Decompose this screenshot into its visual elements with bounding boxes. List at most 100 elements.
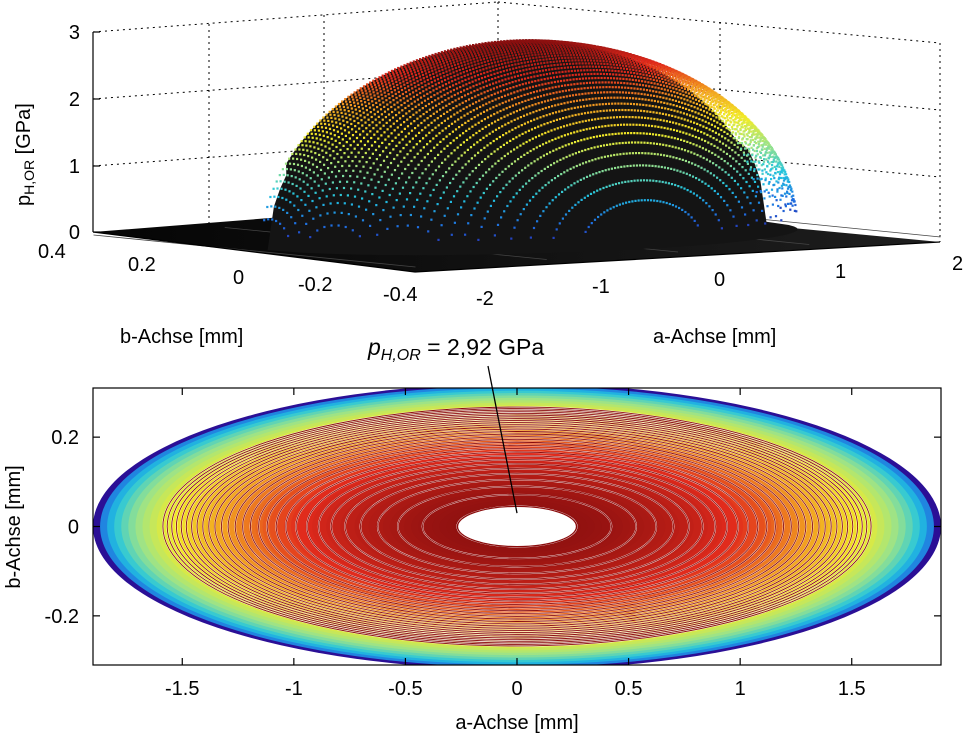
surface-point xyxy=(611,86,614,89)
surface-point xyxy=(484,52,487,55)
surface-point xyxy=(466,87,469,91)
surface-point xyxy=(518,108,522,111)
surface-point xyxy=(381,189,384,192)
surface-point xyxy=(583,105,586,108)
surface-point xyxy=(315,137,318,140)
surface-point xyxy=(367,118,370,121)
surface-point xyxy=(282,208,285,211)
surface-point xyxy=(489,49,492,52)
surface-point xyxy=(782,182,785,185)
surface-point xyxy=(636,72,639,75)
surface-point xyxy=(736,170,739,173)
surface-point xyxy=(720,227,723,230)
surface-point xyxy=(514,51,517,54)
surface-point xyxy=(699,85,702,88)
surface-point xyxy=(483,60,486,63)
surface-point xyxy=(368,90,371,93)
surface-point xyxy=(712,174,716,177)
surface-point xyxy=(545,206,548,209)
surface-point xyxy=(440,76,443,79)
surface-point xyxy=(538,48,542,51)
surface-point xyxy=(615,52,618,55)
surface-point xyxy=(428,131,431,134)
surface-point xyxy=(607,58,610,61)
surface-point xyxy=(387,93,390,96)
surface-point xyxy=(554,196,557,199)
surface-point xyxy=(763,158,766,161)
surface-point xyxy=(584,47,587,50)
surface-point xyxy=(429,74,432,77)
surface-point xyxy=(710,93,713,96)
surface-point xyxy=(312,141,315,144)
surface-point xyxy=(567,108,570,111)
surface-point xyxy=(731,149,734,152)
surface-point xyxy=(429,64,432,67)
surface-point xyxy=(329,113,332,116)
surface-point xyxy=(420,121,423,125)
surface-point xyxy=(539,59,542,62)
surface-point xyxy=(604,50,607,53)
surface-point xyxy=(498,103,501,106)
surface-point xyxy=(362,111,365,114)
surface-point xyxy=(393,75,396,78)
surface-point xyxy=(361,219,365,222)
surface-point xyxy=(421,86,424,89)
surface-point xyxy=(482,110,486,113)
surface-point xyxy=(542,43,545,46)
surface-point xyxy=(462,49,465,52)
surface-point xyxy=(466,195,469,198)
surface-point xyxy=(525,140,528,144)
surface-point xyxy=(401,109,404,112)
surface-point xyxy=(422,77,425,80)
surface-point xyxy=(601,125,604,128)
surface-point xyxy=(676,137,679,141)
surface-point xyxy=(620,59,623,62)
x-tick-label: -1 xyxy=(285,678,303,700)
surface-point xyxy=(317,125,320,128)
surface-point xyxy=(307,155,310,158)
surface-point xyxy=(379,78,382,81)
surface-point xyxy=(420,215,423,218)
surface-point xyxy=(587,47,591,50)
surface-point xyxy=(562,117,565,120)
surface-point xyxy=(730,141,733,144)
surface-point xyxy=(681,101,684,104)
surface-point xyxy=(490,114,493,117)
surface-point xyxy=(670,183,674,186)
surface-point xyxy=(316,174,319,177)
surface-point xyxy=(462,51,466,54)
surface-point xyxy=(485,67,488,70)
surface-point xyxy=(786,187,790,190)
surface-point xyxy=(740,156,743,159)
surface-point xyxy=(746,160,749,163)
surface-point xyxy=(434,68,437,71)
surface-point xyxy=(607,102,611,105)
surface-point xyxy=(481,64,484,67)
surface-point xyxy=(303,190,306,193)
surface-point xyxy=(489,88,492,91)
surface-point xyxy=(573,131,576,134)
surface-point xyxy=(426,152,429,156)
surface-point xyxy=(631,116,634,119)
surface-point xyxy=(769,169,772,172)
surface-point xyxy=(558,117,562,121)
surface-point xyxy=(437,57,440,60)
surface-point xyxy=(673,81,676,84)
surface-point xyxy=(688,108,691,112)
surface-point xyxy=(635,97,638,100)
surface-point xyxy=(790,202,793,205)
surface-point xyxy=(517,95,520,99)
surface-point xyxy=(427,82,430,85)
surface-point xyxy=(610,56,613,59)
surface-point xyxy=(641,60,644,63)
surface-point xyxy=(349,118,352,121)
surface-point xyxy=(725,119,728,123)
surface-point xyxy=(406,69,409,72)
surface-point xyxy=(551,68,554,71)
surface-point xyxy=(550,98,553,101)
surface-point xyxy=(581,149,584,153)
surface-point xyxy=(357,151,360,154)
surface-point xyxy=(603,76,606,80)
surface-point xyxy=(518,46,521,49)
surface-point xyxy=(749,202,752,205)
